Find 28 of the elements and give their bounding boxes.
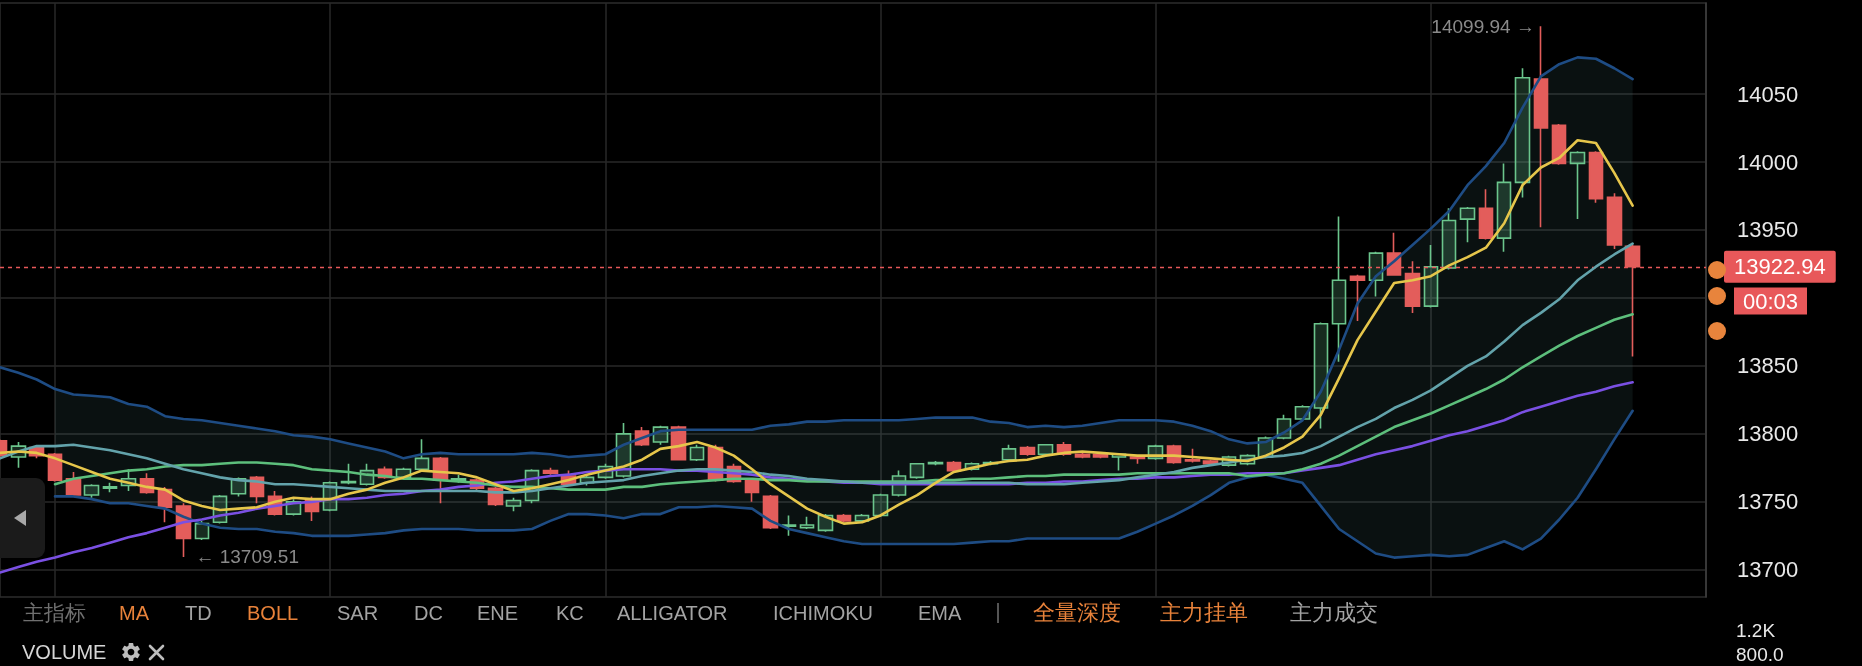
text: ENE — [477, 601, 519, 625]
text: ICHIMOKU — [773, 601, 873, 625]
text: EMA — [918, 601, 962, 625]
annotation: 14099.94 → — [1431, 15, 1535, 37]
text: DC — [414, 601, 443, 625]
text: 800.0 — [1736, 644, 1784, 666]
text: SAR — [337, 601, 379, 625]
text: KC — [556, 601, 584, 625]
text: ALLIGATOR — [617, 601, 728, 625]
text: 00:03 — [1734, 287, 1807, 315]
text: 主力挂单 — [1160, 600, 1248, 626]
y-tick-label: 14000 — [1737, 149, 1799, 175]
y-tick-label: 13800 — [1737, 421, 1799, 447]
text: 1.2K — [1736, 620, 1776, 642]
annotation: ← 13709.51 — [195, 546, 299, 568]
text: MA — [119, 601, 149, 625]
y-tick-label: 13700 — [1737, 557, 1799, 583]
text: VOLUME — [22, 640, 107, 664]
text: 全量深度 — [1033, 600, 1121, 626]
y-tick-label: 13950 — [1737, 217, 1799, 243]
y-tick-label: 13750 — [1737, 489, 1799, 515]
text: BOLL — [247, 601, 299, 625]
y-tick-label: 14050 — [1737, 81, 1799, 107]
text: TD — [185, 601, 212, 625]
ref-line-label: 13922.94 — [1734, 254, 1826, 280]
text: 主指标 — [23, 600, 86, 626]
text: 主力成交 — [1290, 600, 1378, 626]
y-tick-label: 13850 — [1737, 353, 1799, 379]
